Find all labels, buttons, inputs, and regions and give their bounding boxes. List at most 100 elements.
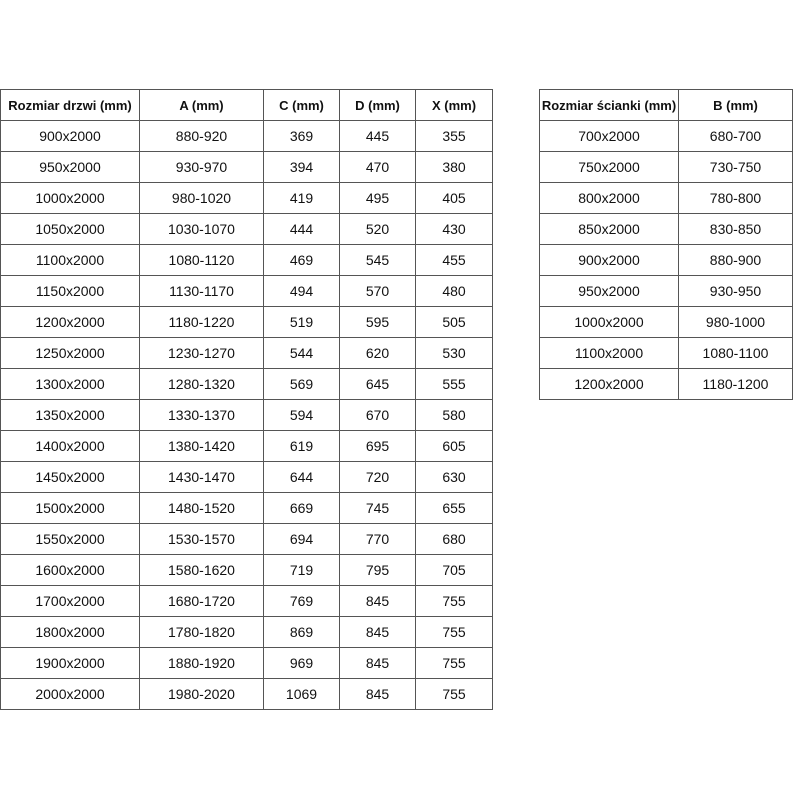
table-row: 900x2000 880-900: [539, 244, 793, 276]
table-cell: 930-970: [139, 151, 264, 183]
table-cell: 455: [415, 244, 493, 276]
table-cell: 1700x2000: [0, 585, 140, 617]
table-cell: 900x2000: [0, 120, 140, 152]
table-cell: 1980-2020: [139, 678, 264, 710]
table-row: 1500x2000 1480-1520 669 745 655: [0, 492, 493, 524]
table-cell: 769: [263, 585, 340, 617]
table-cell: 1080-1120: [139, 244, 264, 276]
table-cell: 1780-1820: [139, 616, 264, 648]
table-row: 2000x2000 1980-2020 1069 845 755: [0, 678, 493, 710]
table-cell: 1080-1100: [678, 337, 793, 369]
table-row: 1550x2000 1530-1570 694 770 680: [0, 523, 493, 555]
table-cell: 730-750: [678, 151, 793, 183]
table-cell: 595: [339, 306, 416, 338]
table-cell: 494: [263, 275, 340, 307]
table-cell: 470: [339, 151, 416, 183]
table-cell: 869: [263, 616, 340, 648]
table-cell: 755: [415, 585, 493, 617]
table-row: 1250x2000 1230-1270 544 620 530: [0, 337, 493, 369]
table-cell: 670: [339, 399, 416, 431]
table-cell: 619: [263, 430, 340, 462]
table-cell: 569: [263, 368, 340, 400]
table-row: 1700x2000 1680-1720 769 845 755: [0, 585, 493, 617]
table-cell: 705: [415, 554, 493, 586]
table-cell: 900x2000: [539, 244, 679, 276]
table-cell: 1380-1420: [139, 430, 264, 462]
table-cell: 469: [263, 244, 340, 276]
table-cell: 980-1000: [678, 306, 793, 338]
table-row: 1300x2000 1280-1320 569 645 555: [0, 368, 493, 400]
table-row: 1200x2000 1180-1220 519 595 505: [0, 306, 493, 338]
table-cell: 695: [339, 430, 416, 462]
table-cell: 545: [339, 244, 416, 276]
table-cell: 800x2000: [539, 182, 679, 214]
table-cell: 680: [415, 523, 493, 555]
table-cell: 644: [263, 461, 340, 493]
table-row: 950x2000 930-950: [539, 275, 793, 307]
table-row: 1150x2000 1130-1170 494 570 480: [0, 275, 493, 307]
table-cell: 850x2000: [539, 213, 679, 245]
table-cell: 1900x2000: [0, 647, 140, 679]
table-row: 1100x2000 1080-1100: [539, 337, 793, 369]
header-row: Rozmiar drzwi (mm) A (mm) C (mm) D (mm) X (m…: [0, 89, 493, 121]
table-cell: 394: [263, 151, 340, 183]
table-cell: 530: [415, 337, 493, 369]
table-cell: 519: [263, 306, 340, 338]
table-cell: 669: [263, 492, 340, 524]
table-cell: 1100x2000: [539, 337, 679, 369]
table-cell: 1400x2000: [0, 430, 140, 462]
table-cell: 780-800: [678, 182, 793, 214]
wall-size-table: Rozmiar ścianki (mm) B (mm) 700x2000 680-70…: [539, 89, 793, 400]
table-row: 800x2000 780-800: [539, 182, 793, 214]
table-cell: 950x2000: [539, 275, 679, 307]
table-cell: 430: [415, 213, 493, 245]
table-cell: 795: [339, 554, 416, 586]
table-cell: 1030-1070: [139, 213, 264, 245]
table-row: 1450x2000 1430-1470 644 720 630: [0, 461, 493, 493]
table-cell: 1200x2000: [0, 306, 140, 338]
table-row: 700x2000 680-700: [539, 120, 793, 152]
table-row: 1800x2000 1780-1820 869 845 755: [0, 616, 493, 648]
column-header: C (mm): [263, 89, 340, 121]
door-size-table: Rozmiar drzwi (mm) A (mm) C (mm) D (mm) X (m…: [0, 89, 493, 710]
table-cell: 1130-1170: [139, 275, 264, 307]
table-row: 1600x2000 1580-1620 719 795 705: [0, 554, 493, 586]
table-cell: 1480-1520: [139, 492, 264, 524]
table-cell: 755: [415, 678, 493, 710]
table-cell: 355: [415, 120, 493, 152]
table-cell: 969: [263, 647, 340, 679]
table-cell: 845: [339, 647, 416, 679]
table-row: 950x2000 930-970 394 470 380: [0, 151, 493, 183]
table-cell: 369: [263, 120, 340, 152]
header-row: Rozmiar ścianki (mm) B (mm): [539, 89, 793, 121]
table-cell: 445: [339, 120, 416, 152]
table-cell: 594: [263, 399, 340, 431]
table-cell: 1050x2000: [0, 213, 140, 245]
table-cell: 1000x2000: [539, 306, 679, 338]
table-cell: 1880-1920: [139, 647, 264, 679]
table-cell: 645: [339, 368, 416, 400]
table-row: 1200x2000 1180-1200: [539, 368, 793, 400]
table-cell: 419: [263, 182, 340, 214]
table-row: 900x2000 880-920 369 445 355: [0, 120, 493, 152]
table-cell: 544: [263, 337, 340, 369]
table-cell: 1330-1370: [139, 399, 264, 431]
table-cell: 570: [339, 275, 416, 307]
table-cell: 1350x2000: [0, 399, 140, 431]
table-cell: 880-920: [139, 120, 264, 152]
table-cell: 555: [415, 368, 493, 400]
column-header: A (mm): [139, 89, 264, 121]
table-cell: 694: [263, 523, 340, 555]
table-cell: 1530-1570: [139, 523, 264, 555]
column-header: D (mm): [339, 89, 416, 121]
table-cell: 770: [339, 523, 416, 555]
table-cell: 480: [415, 275, 493, 307]
table-row: 1000x2000 980-1020 419 495 405: [0, 182, 493, 214]
table-cell: 755: [415, 616, 493, 648]
table-cell: 1680-1720: [139, 585, 264, 617]
table-cell: 1000x2000: [0, 182, 140, 214]
table-cell: 2000x2000: [0, 678, 140, 710]
table-cell: 620: [339, 337, 416, 369]
table-cell: 1580-1620: [139, 554, 264, 586]
table-row: 1400x2000 1380-1420 619 695 605: [0, 430, 493, 462]
